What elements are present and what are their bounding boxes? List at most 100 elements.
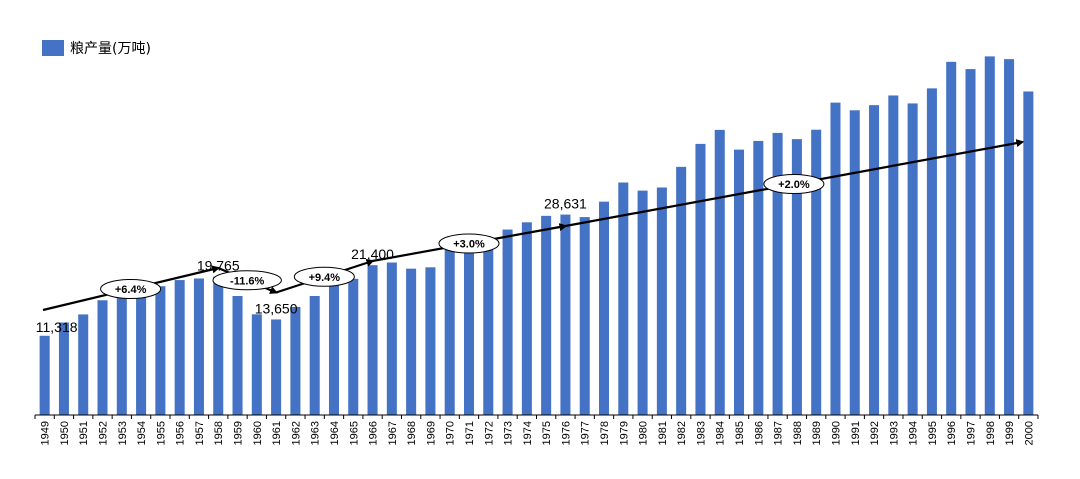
bar-1950 bbox=[58, 322, 69, 415]
tick-label-1999: 1999 bbox=[1004, 421, 1016, 445]
bar-1970 bbox=[444, 247, 455, 415]
tick-label-1955: 1955 bbox=[155, 421, 167, 445]
bar-2000 bbox=[1023, 91, 1034, 415]
bar-1955 bbox=[155, 286, 166, 415]
bar-1989 bbox=[811, 129, 822, 415]
growth-bubble-2 bbox=[293, 266, 355, 287]
tick-label-1964: 1964 bbox=[329, 421, 341, 445]
bar-1992 bbox=[869, 105, 880, 415]
tick-label-1987: 1987 bbox=[773, 421, 785, 445]
bar-1993 bbox=[888, 95, 899, 416]
tick-label-1980: 1980 bbox=[638, 421, 650, 445]
bar-1995 bbox=[926, 88, 937, 416]
tick-label-1971: 1971 bbox=[464, 421, 476, 445]
tick-label-1965: 1965 bbox=[348, 421, 360, 445]
bar-1954 bbox=[136, 296, 147, 415]
tick-label-1974: 1974 bbox=[522, 421, 534, 445]
bar-1966 bbox=[367, 265, 378, 415]
tick-label-1968: 1968 bbox=[406, 421, 418, 445]
bar-1953 bbox=[116, 298, 127, 415]
legend-swatch bbox=[42, 40, 64, 56]
tick-label-1981: 1981 bbox=[657, 421, 669, 445]
tick-label-1989: 1989 bbox=[811, 421, 823, 445]
tick-label-1998: 1998 bbox=[985, 421, 997, 445]
bar-1998 bbox=[984, 56, 995, 415]
bar-1983 bbox=[695, 143, 706, 415]
bar-1996 bbox=[946, 61, 957, 415]
growth-label-4: +2.0% bbox=[778, 179, 810, 191]
bar-1963 bbox=[309, 296, 320, 415]
tick-label-1995: 1995 bbox=[927, 421, 939, 445]
bar-1951 bbox=[78, 314, 89, 415]
bar-1956 bbox=[174, 280, 185, 415]
data-label-1976: 28,631 bbox=[544, 196, 587, 212]
bar-1977 bbox=[579, 217, 590, 415]
tick-label-1985: 1985 bbox=[734, 421, 746, 445]
tick-label-1975: 1975 bbox=[541, 421, 553, 445]
legend: 粮产量(万吨) bbox=[42, 38, 151, 58]
tick-label-1962: 1962 bbox=[290, 421, 302, 445]
bar-1990 bbox=[830, 102, 841, 415]
tick-label-1983: 1983 bbox=[695, 421, 707, 445]
tick-label-1979: 1979 bbox=[618, 421, 630, 445]
tick-label-1984: 1984 bbox=[715, 421, 727, 445]
bar-1984 bbox=[714, 129, 725, 415]
growth-label-3: +3.0% bbox=[453, 239, 485, 251]
bar-1985 bbox=[734, 149, 745, 415]
growth-bubble-0 bbox=[100, 279, 162, 299]
tick-label-1997: 1997 bbox=[965, 421, 977, 445]
tick-label-1973: 1973 bbox=[503, 421, 515, 445]
tick-label-1951: 1951 bbox=[78, 421, 90, 445]
bar-1972 bbox=[483, 246, 494, 415]
tick-label-1994: 1994 bbox=[908, 421, 920, 445]
bar-1987 bbox=[772, 132, 783, 415]
tick-label-1949: 1949 bbox=[40, 421, 52, 445]
bar-1957 bbox=[193, 278, 204, 415]
tick-label-1969: 1969 bbox=[425, 421, 437, 445]
tick-label-1952: 1952 bbox=[98, 421, 110, 445]
bar-1952 bbox=[97, 300, 108, 415]
bar-1980 bbox=[637, 190, 648, 415]
bar-1986 bbox=[753, 140, 764, 415]
data-label-1966: 21,400 bbox=[351, 246, 394, 262]
growth-label-1: -11.6% bbox=[230, 275, 264, 287]
bars-group bbox=[39, 56, 1034, 416]
tick-label-1956: 1956 bbox=[175, 421, 187, 445]
tick-label-1993: 1993 bbox=[888, 421, 900, 445]
bar-1959 bbox=[232, 296, 243, 415]
tick-label-1963: 1963 bbox=[310, 421, 322, 445]
bar-1949 bbox=[39, 335, 50, 415]
tick-label-1953: 1953 bbox=[117, 421, 129, 445]
tick-label-1954: 1954 bbox=[136, 421, 148, 445]
tick-label-1978: 1978 bbox=[599, 421, 611, 445]
bar-1999 bbox=[1004, 59, 1015, 415]
data-label-1961: 13,650 bbox=[255, 300, 298, 316]
tick-label-2000: 2000 bbox=[1023, 421, 1035, 445]
bar-1981 bbox=[656, 187, 667, 415]
tick-label-1977: 1977 bbox=[580, 421, 592, 445]
tick-label-1958: 1958 bbox=[213, 421, 225, 445]
x-axis bbox=[34, 414, 1039, 419]
bar-1961 bbox=[271, 319, 282, 415]
bar-1968 bbox=[406, 268, 417, 415]
growth-bubble-4 bbox=[763, 174, 825, 194]
bar-1969 bbox=[425, 267, 436, 415]
tick-label-1966: 1966 bbox=[368, 421, 380, 445]
legend-label: 粮产量(万吨) bbox=[70, 41, 151, 57]
tick-label-1982: 1982 bbox=[676, 421, 688, 445]
tick-labels: 1949 1950 1951 1952 1953 1954 1955 1956 1957 1958… bbox=[40, 421, 1036, 445]
tick-label-1960: 1960 bbox=[252, 421, 264, 445]
bar-1958 bbox=[213, 276, 224, 415]
bar-1962 bbox=[290, 306, 301, 415]
growth-label-0: +6.4% bbox=[115, 284, 147, 296]
tick-label-1967: 1967 bbox=[387, 421, 399, 445]
tick-label-1988: 1988 bbox=[792, 421, 804, 445]
bar-1976 bbox=[560, 214, 571, 415]
tick-label-1990: 1990 bbox=[830, 421, 842, 445]
growth-label-2: +9.4% bbox=[309, 272, 341, 284]
bar-1979 bbox=[618, 182, 629, 415]
bar-1973 bbox=[502, 229, 513, 415]
growth-bubble-3 bbox=[438, 233, 500, 254]
bar-1982 bbox=[676, 166, 687, 415]
